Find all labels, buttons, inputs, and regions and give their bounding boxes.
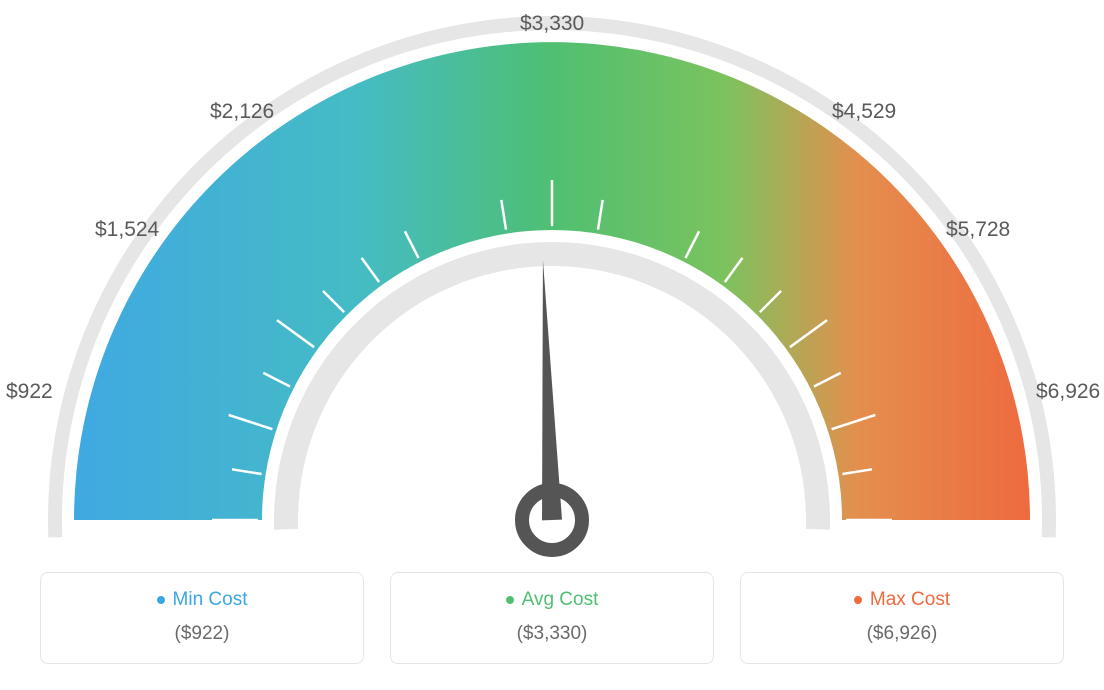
legend-row: Min Cost ($922) Avg Cost ($3,330) Max Co…: [40, 572, 1064, 664]
gauge-svg: [0, 0, 1104, 560]
gauge-tick-label: $6,926: [1036, 380, 1100, 404]
legend-title-min: Min Cost: [157, 589, 248, 611]
legend-card-max: Max Cost ($6,926): [740, 572, 1064, 664]
legend-value-avg: ($3,330): [401, 623, 703, 645]
legend-card-min: Min Cost ($922): [40, 572, 364, 664]
legend-dot-max: [854, 596, 862, 604]
legend-dot-min: [157, 596, 165, 604]
legend-dot-avg: [506, 596, 514, 604]
legend-title-avg: Avg Cost: [506, 589, 599, 611]
gauge-tick-label: $4,529: [832, 100, 896, 124]
legend-card-avg: Avg Cost ($3,330): [390, 572, 714, 664]
gauge-tick-label: $922: [6, 380, 53, 404]
gauge-tick-label: $2,126: [210, 100, 274, 124]
gauge-tick-label: $5,728: [946, 218, 1010, 242]
gauge-tick-label: $3,330: [520, 12, 584, 36]
gauge-area: $922 $1,524 $2,126 $3,330 $4,529 $5,728 $6,926: [0, 0, 1104, 560]
gauge-tick-label: $1,524: [95, 218, 159, 242]
legend-title-max: Max Cost: [854, 589, 950, 611]
legend-title-max-text: Max Cost: [870, 589, 950, 611]
cost-gauge-container: $922 $1,524 $2,126 $3,330 $4,529 $5,728 $6,926…: [0, 0, 1104, 690]
legend-title-min-text: Min Cost: [173, 589, 248, 611]
legend-value-min: ($922): [51, 623, 353, 645]
legend-title-avg-text: Avg Cost: [522, 589, 599, 611]
legend-value-max: ($6,926): [751, 623, 1053, 645]
